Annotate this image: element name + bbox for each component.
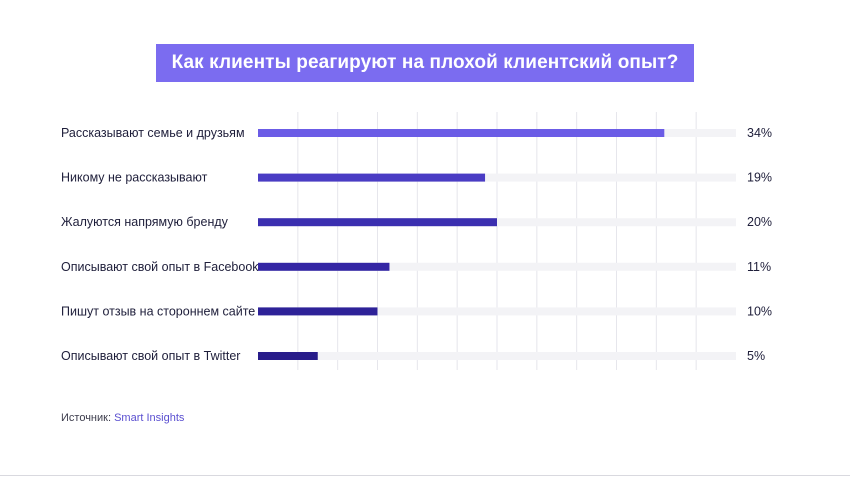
category-label: Описывают свой опыт в Twitter xyxy=(61,349,240,363)
chart-rows: Рассказывают семье и друзьям 34% Никому не… xyxy=(61,126,772,363)
category-label: Описывают свой опыт в Facebook xyxy=(61,260,259,274)
bar xyxy=(258,173,486,182)
category-label: Рассказывают семье и друзьям xyxy=(61,126,245,140)
value-label: 5% xyxy=(747,349,765,363)
title-wrap: Как клиенты реагируют на плохой клиентск… xyxy=(0,44,850,82)
bottom-divider xyxy=(0,475,850,476)
bar-track xyxy=(258,307,736,316)
bar-track xyxy=(258,262,736,271)
bar xyxy=(258,307,378,316)
value-label: 10% xyxy=(747,304,772,318)
value-label: 19% xyxy=(747,171,772,185)
value-label: 20% xyxy=(747,215,772,229)
value-label: 11% xyxy=(747,260,771,274)
bar xyxy=(258,262,390,271)
source-note: Источник: Smart Insights xyxy=(61,412,184,424)
source-link[interactable]: Smart Insights xyxy=(114,412,185,424)
grid-lines xyxy=(297,112,697,370)
source-label: Источник: xyxy=(61,412,112,424)
bar xyxy=(258,218,497,227)
category-label: Никому не рассказывают xyxy=(61,171,208,185)
category-label: Жалуются напрямую бренду xyxy=(61,215,229,229)
chart-title: Как клиенты реагируют на плохой клиентск… xyxy=(155,44,695,82)
category-label: Пишут отзыв на стороннем сайте xyxy=(61,304,255,318)
bar xyxy=(258,352,318,360)
bar-track xyxy=(258,352,736,360)
bar xyxy=(258,129,665,137)
bar-track xyxy=(258,173,736,182)
value-label: 34% xyxy=(747,126,772,140)
